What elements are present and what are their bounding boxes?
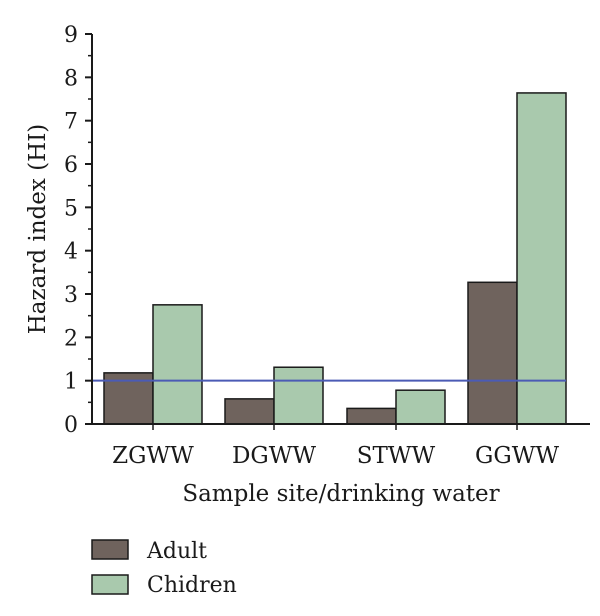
y-tick-label: 4 — [64, 240, 78, 265]
y-tick-label: 8 — [64, 66, 78, 91]
legend-swatch-chidren — [91, 574, 129, 595]
bar-adult-ggww — [467, 281, 518, 425]
bar-adult-dgww — [224, 398, 275, 425]
x-category-label: ZGWW — [112, 443, 194, 469]
legend-swatch-adult — [91, 539, 129, 560]
y-axis-title: Hazard index (HI) — [25, 124, 51, 335]
x-category-label: STWW — [357, 443, 436, 469]
legend: Adult Chidren — [91, 539, 237, 598]
bar-chidren-zgww — [152, 304, 203, 425]
x-category-label: DGWW — [232, 443, 316, 469]
y-tick-label: 3 — [64, 283, 78, 308]
y-tick-label: 6 — [64, 153, 78, 178]
x-axis-title: Sample site/drinking water — [182, 481, 499, 507]
x-category-label: GGWW — [475, 443, 559, 469]
y-tick-label: 9 — [64, 23, 78, 48]
legend-label-adult: Adult — [146, 539, 207, 564]
bar-adult-stww — [346, 407, 397, 425]
y-ticks: 0 1 2 3 4 5 6 7 8 9 — [64, 23, 92, 438]
bar-chidren-dgww — [273, 366, 324, 425]
y-tick-label: 1 — [64, 370, 78, 395]
y-tick-label: 5 — [64, 196, 78, 221]
bar-chidren-ggww — [516, 92, 567, 425]
bar-chidren-stww — [395, 389, 446, 425]
legend-label-chidren: Chidren — [147, 573, 237, 598]
x-categories: ZGWW DGWW STWW GGWW — [112, 424, 559, 469]
y-tick-label: 0 — [64, 413, 78, 438]
bars-layer — [103, 92, 567, 425]
y-tick-label: 2 — [64, 326, 78, 351]
y-tick-label: 7 — [64, 110, 78, 135]
